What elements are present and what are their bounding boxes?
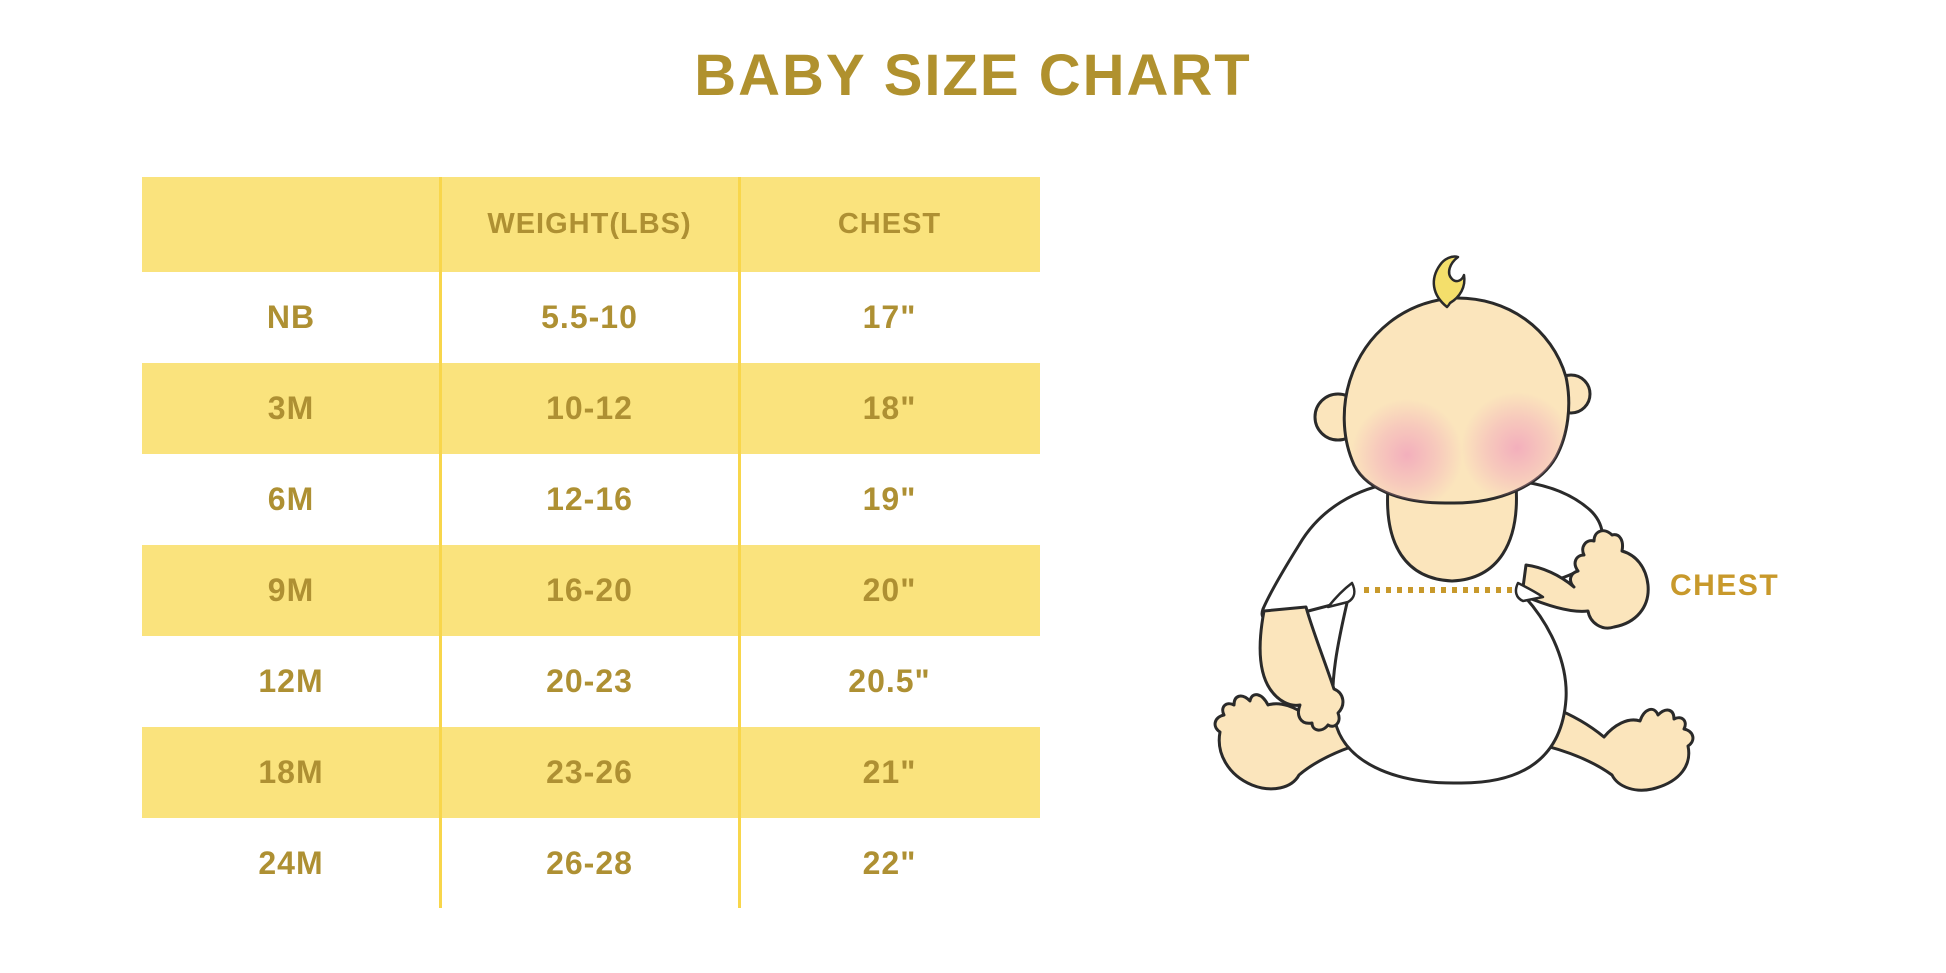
- cell-weight: 5.5-10: [541, 299, 638, 335]
- table-header-weight: WEIGHT(LBS): [440, 177, 739, 272]
- cell-weight: 23-26: [440, 727, 739, 818]
- cell-chest: 20": [739, 545, 1040, 636]
- cell-chest: 20.5": [848, 663, 931, 699]
- cell-size: 24M: [258, 845, 324, 881]
- cell-weight: 12-16: [546, 481, 633, 517]
- cell-size: 9M: [142, 545, 440, 636]
- cell-size: 3M: [142, 363, 440, 454]
- cell-weight: 16-20: [440, 545, 739, 636]
- cell-weight: 10-12: [440, 363, 739, 454]
- chest-measure-label: CHEST: [1670, 569, 1780, 602]
- cell-weight: 20-23: [546, 663, 633, 699]
- cell-chest: 17": [862, 299, 917, 335]
- cell-size: NB: [266, 299, 316, 335]
- baby-right-arm-fist: [1520, 529, 1650, 630]
- cell-chest: 19": [862, 481, 917, 517]
- size-table: WEIGHT(LBS) CHEST NB 5.5-10 17" 3M 10-12…: [142, 177, 1040, 909]
- cell-size: 12M: [258, 663, 324, 699]
- baby-left-arm: [1258, 605, 1345, 732]
- cell-size: 18M: [142, 727, 440, 818]
- cell-chest: 22": [862, 845, 917, 881]
- right-sleeve-tip: [1514, 581, 1545, 603]
- table-header-size: [142, 177, 440, 272]
- baby-neck-skin: [1386, 483, 1518, 583]
- cell-chest: 21": [739, 727, 1040, 818]
- table-header-chest: CHEST: [739, 177, 1040, 272]
- left-sleeve-tip: [1326, 581, 1356, 609]
- column-divider: [738, 177, 741, 908]
- cell-weight: 26-28: [546, 845, 633, 881]
- baby-illustration: [1213, 255, 1695, 792]
- page-title: BABY SIZE CHART: [694, 43, 1252, 108]
- column-divider: [439, 177, 442, 908]
- cell-chest: 18": [739, 363, 1040, 454]
- cell-size: 6M: [267, 481, 315, 517]
- baby-hair-curl: [1432, 255, 1466, 309]
